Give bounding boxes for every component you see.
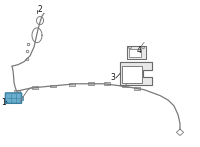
Polygon shape [120, 62, 152, 85]
FancyBboxPatch shape [122, 66, 142, 83]
FancyBboxPatch shape [21, 96, 23, 100]
FancyBboxPatch shape [5, 93, 22, 103]
FancyBboxPatch shape [14, 90, 20, 92]
Polygon shape [127, 46, 146, 59]
Text: 3: 3 [111, 73, 115, 82]
FancyBboxPatch shape [32, 86, 38, 89]
Text: 1: 1 [2, 98, 6, 107]
FancyBboxPatch shape [88, 82, 94, 85]
Text: 2: 2 [38, 5, 42, 14]
FancyBboxPatch shape [129, 49, 141, 57]
FancyBboxPatch shape [50, 85, 56, 87]
FancyBboxPatch shape [122, 85, 128, 87]
FancyBboxPatch shape [69, 83, 75, 86]
FancyBboxPatch shape [134, 87, 140, 90]
FancyBboxPatch shape [104, 82, 110, 85]
Text: 4: 4 [137, 46, 141, 55]
